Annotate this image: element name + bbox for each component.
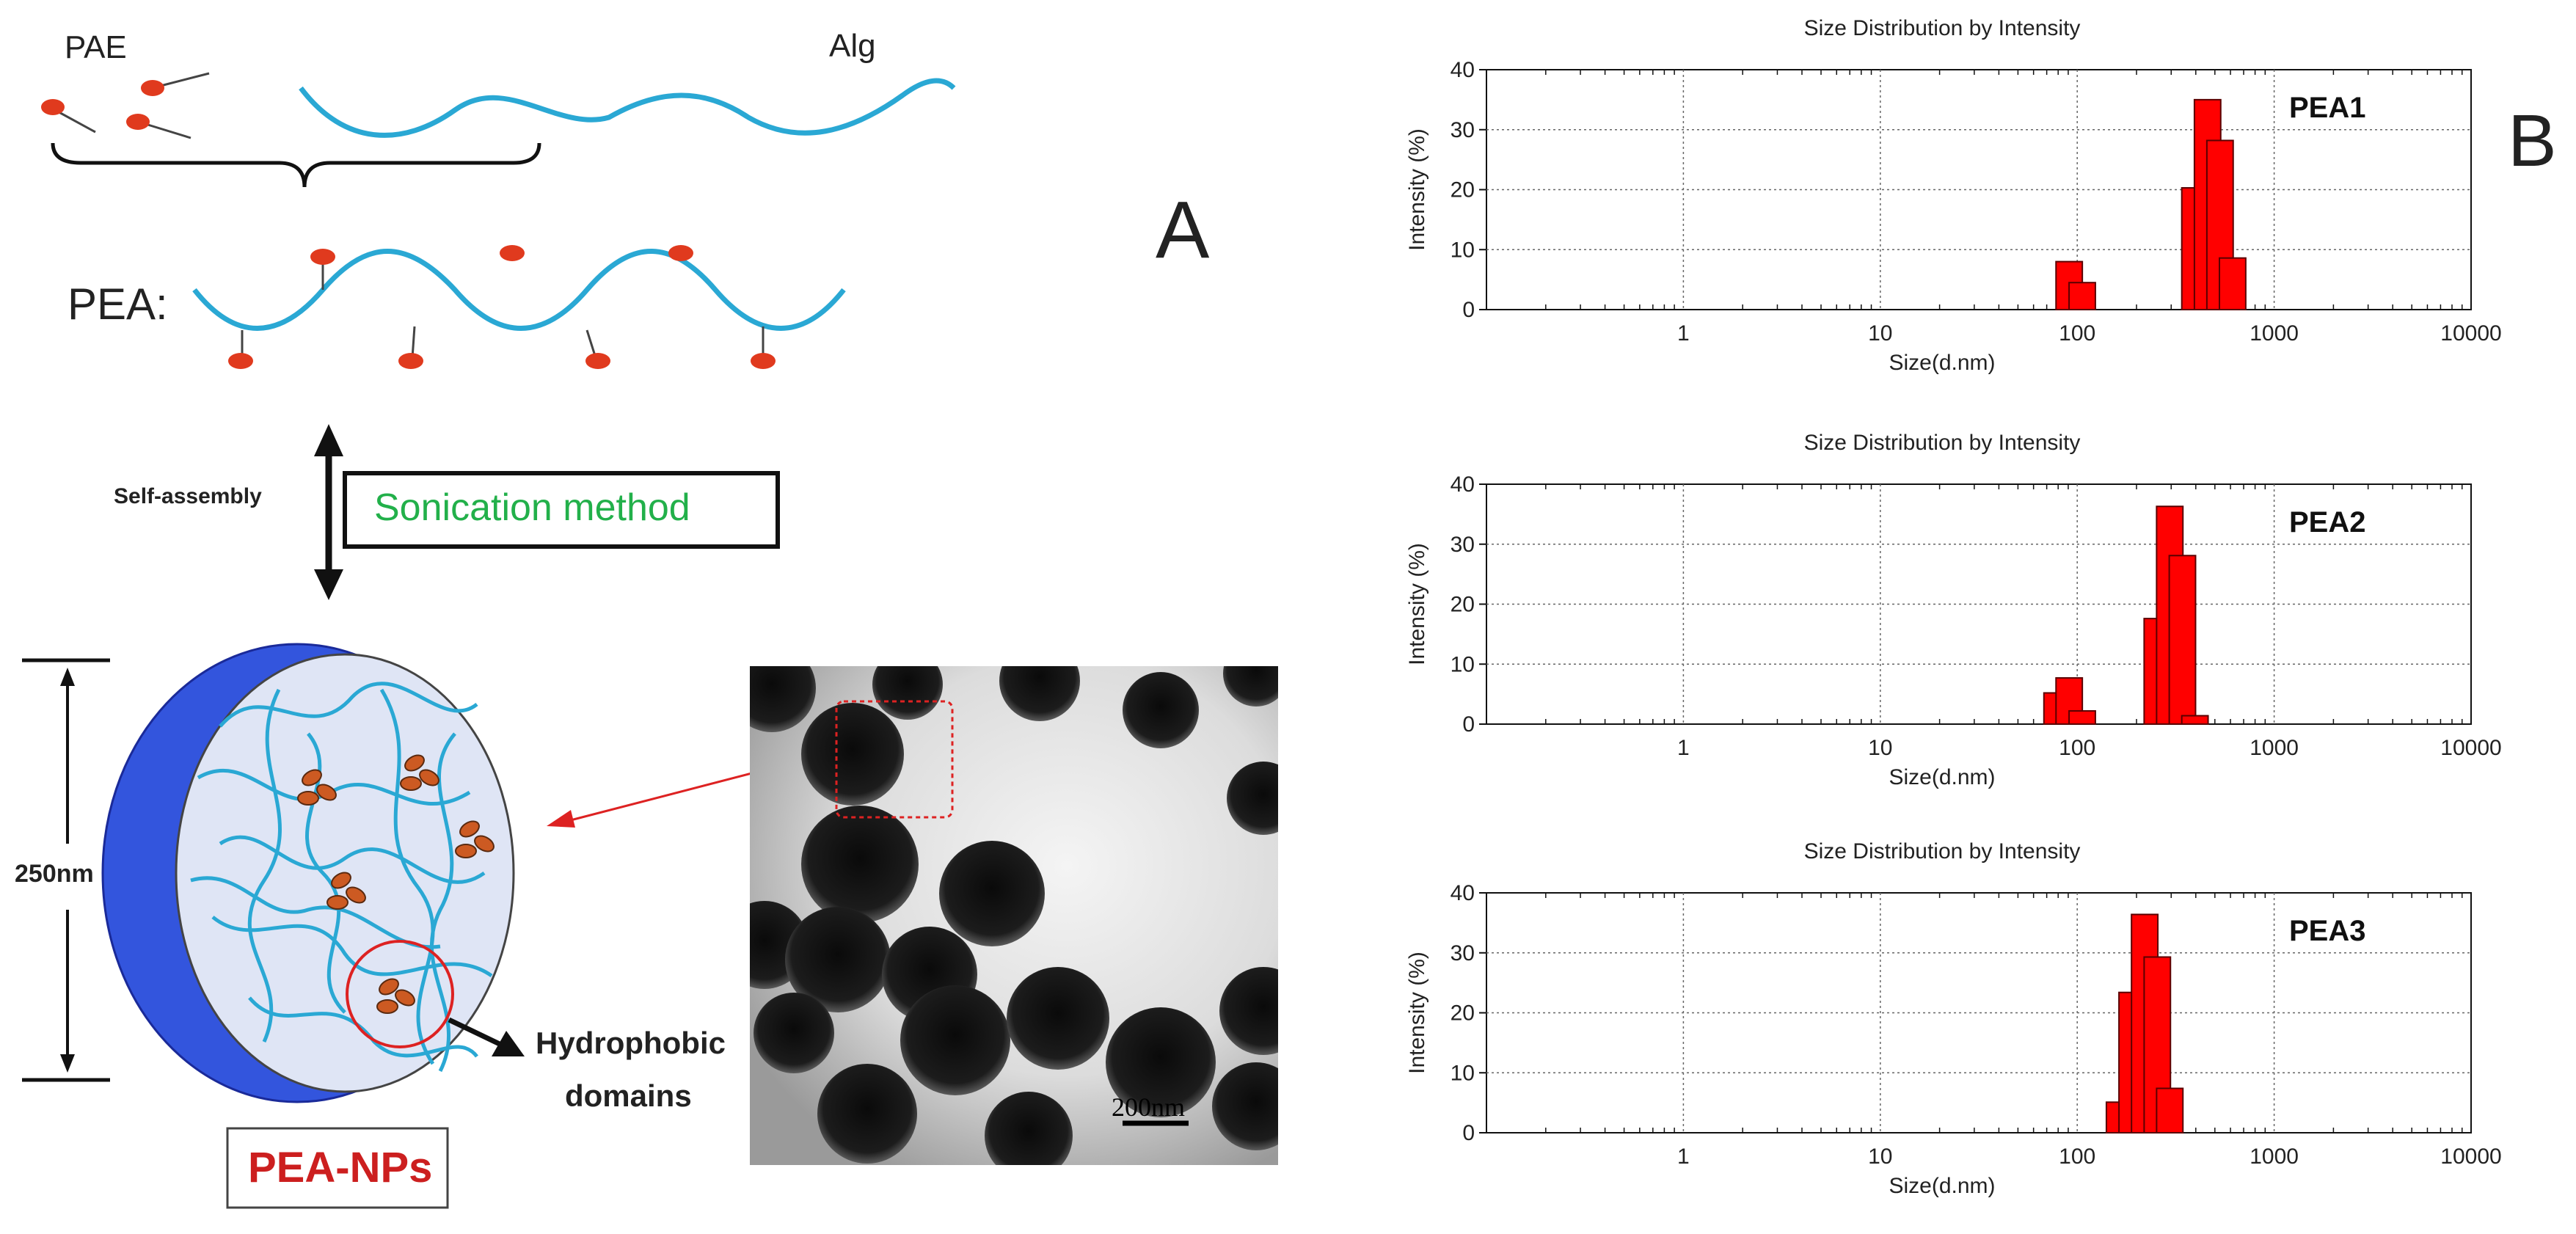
self-assembly-arrow: [314, 424, 343, 600]
self-assembly-label: Self-assembly: [114, 484, 262, 508]
x-tick-label: 1000: [2250, 1144, 2299, 1169]
tem-image: [750, 666, 1278, 1165]
x-tick-label: 100: [2059, 1144, 2095, 1169]
y-tick-label: 10: [1451, 1061, 1475, 1085]
dls-chart-pea3: Size Distribution by Intensity 0 10 20 30 40 1…: [1405, 839, 2502, 1198]
y-tick-label: 20: [1451, 1001, 1475, 1026]
y-tick-label: 30: [1451, 533, 1475, 557]
series-label: PEA2: [2289, 506, 2366, 538]
y-tick-label: 10: [1451, 652, 1475, 676]
y-tick-label: 20: [1451, 178, 1475, 202]
np-label-box: [226, 1127, 449, 1209]
bar: [2068, 710, 2096, 726]
y-tick-label: 10: [1451, 238, 1475, 262]
x-axis-label: Size(d.nm): [1889, 351, 1995, 375]
y-tick-label: 40: [1451, 472, 1475, 497]
panel-a-letter: A: [1156, 185, 1210, 275]
plot-area: [1486, 483, 2472, 725]
hydrophobic-label-line2: domains: [565, 1078, 692, 1113]
y-axis-label: Intensity (%): [1405, 952, 1429, 1074]
x-tick-label: 10000: [2440, 1144, 2501, 1169]
x-tick-label: 10: [1868, 1144, 1892, 1169]
series-label: PEA3: [2289, 915, 2366, 947]
y-tick-label: 0: [1462, 298, 1475, 322]
chart-title: Size Distribution by Intensity: [1804, 16, 2081, 40]
chart-title: Size Distribution by Intensity: [1804, 839, 2081, 864]
bar: [2168, 555, 2197, 725]
bar: [2219, 257, 2247, 311]
y-axis-label: Intensity (%): [1405, 128, 1429, 251]
panel-b-letter: B: [2508, 100, 2557, 182]
bar: [2156, 1087, 2184, 1134]
y-tick-label: 30: [1451, 941, 1475, 965]
curly-brace: [51, 142, 541, 188]
y-tick-label: 20: [1451, 593, 1475, 617]
x-tick-label: 1000: [2250, 321, 2299, 346]
y-tick-label: 30: [1451, 118, 1475, 142]
bar: [2068, 282, 2096, 310]
y-tick-label: 40: [1451, 58, 1475, 82]
series-label: PEA1: [2289, 92, 2366, 124]
size-label: 250nm: [15, 860, 94, 888]
x-tick-label: 100: [2059, 736, 2095, 760]
alg-label: Alg: [829, 28, 876, 64]
hydrophobic-highlight-circle: [346, 940, 454, 1048]
chart-title: Size Distribution by Intensity: [1804, 431, 2081, 455]
sonication-label: Sonication method: [374, 486, 690, 529]
tem-highlight-box: [835, 700, 954, 819]
pae-label: PAE: [65, 29, 127, 65]
np-label: PEA-NPs: [248, 1144, 433, 1191]
x-tick-label: 1: [1677, 736, 1690, 760]
y-axis-label: Intensity (%): [1405, 543, 1429, 665]
y-tick-label: 40: [1451, 881, 1475, 905]
x-tick-label: 1000: [2250, 736, 2299, 760]
hydrophobic-arrow: [448, 1017, 525, 1056]
plot-area: [1486, 69, 2472, 310]
x-tick-label: 10000: [2440, 321, 2501, 346]
sonication-box: [343, 471, 780, 549]
scheme-drawing: [22, 72, 956, 1209]
x-tick-label: 1: [1677, 321, 1690, 346]
x-tick-label: 10: [1868, 736, 1892, 760]
y-tick-label: 0: [1462, 712, 1475, 737]
y-tick-label: 0: [1462, 1121, 1475, 1145]
x-axis-label: Size(d.nm): [1889, 1174, 1995, 1198]
alg-chain: [299, 78, 956, 138]
pea-chain: [192, 245, 846, 369]
dimension-marker: [22, 658, 110, 1082]
pea-label: PEA:: [67, 280, 168, 329]
pae-molecules: [41, 72, 210, 139]
plot-area: [1486, 892, 2472, 1133]
x-tick-label: 100: [2059, 321, 2095, 346]
x-axis-label: Size(d.nm): [1889, 765, 1995, 789]
dls-chart-pea1: Size Distribution by Intensity 0 10 20 30 40 1…: [1405, 16, 2502, 375]
nanoparticle: [101, 643, 515, 1103]
hydrophobic-label: Hydrophobic: [536, 1026, 726, 1060]
x-tick-label: 10000: [2440, 736, 2501, 760]
bar: [2181, 715, 2209, 725]
x-tick-label: 10: [1868, 321, 1892, 346]
dls-chart-pea2: Size Distribution by Intensity 0 10 20 30 40 1…: [1405, 431, 2502, 789]
x-tick-label: 1: [1677, 1144, 1690, 1169]
scale-bar-label: 200nm: [1112, 1092, 1186, 1122]
